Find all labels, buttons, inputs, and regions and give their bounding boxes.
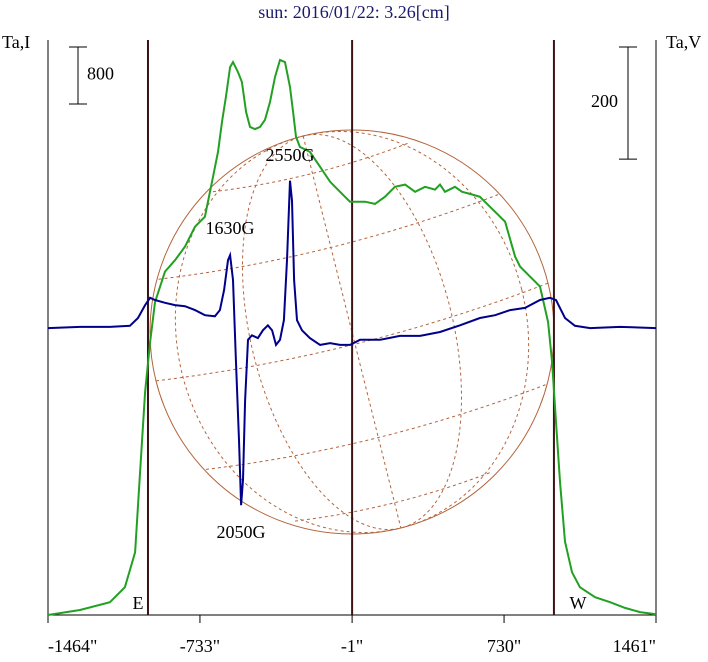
x-tick-label: 1461" <box>613 636 656 656</box>
x-tick-label: -1464" <box>48 636 97 656</box>
disk-grid <box>155 130 549 534</box>
series-line <box>47 58 657 616</box>
annotation: 2550G <box>266 145 315 165</box>
annotation: 1630G <box>206 218 255 238</box>
parallel <box>155 282 549 382</box>
scale-label: 800 <box>87 64 114 84</box>
chart-title: sun: 2016/01/22: 3.26[cm] <box>258 2 450 22</box>
scale-label: 200 <box>591 91 618 111</box>
parallel <box>158 194 499 280</box>
series-line <box>47 180 657 506</box>
limb-label: W <box>570 593 587 613</box>
x-tick-label: 730" <box>487 636 521 656</box>
parallel <box>212 142 410 193</box>
parallel <box>205 384 546 470</box>
parallel <box>294 471 492 522</box>
y-axis-label: Ta,I <box>2 32 30 52</box>
y2-axis-label: Ta,V <box>666 32 701 52</box>
x-tick-label: -1" <box>341 636 363 656</box>
x-tick-label: -733" <box>180 636 220 656</box>
meridian <box>302 135 402 529</box>
annotation: 2050G <box>217 522 266 542</box>
limb-label: E <box>133 593 144 613</box>
